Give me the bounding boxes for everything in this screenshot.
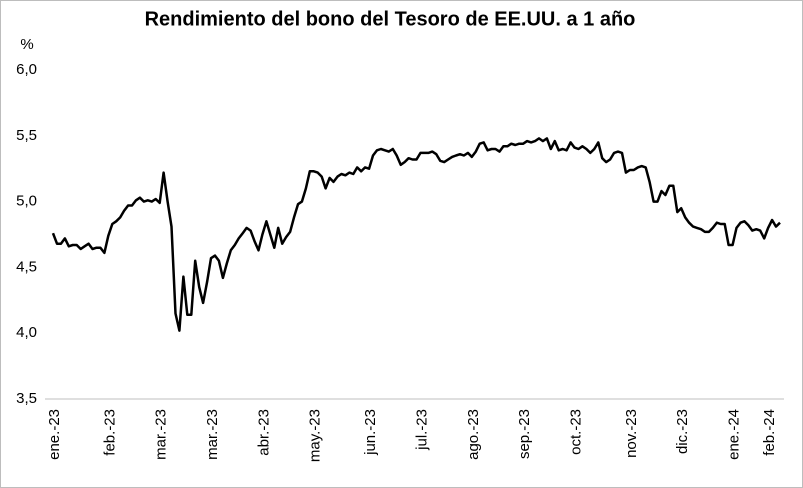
y-tick-label: 5,5 (16, 127, 37, 144)
x-tick-label: sep.-23 (516, 409, 533, 459)
x-tick-label: ene.-23 (46, 409, 63, 460)
x-tick-label: jul.-23 (413, 409, 430, 451)
x-tick-label: may.-23 (307, 409, 324, 462)
x-tick-label: dic.-23 (674, 409, 691, 454)
y-tick-label: 5,0 (16, 193, 37, 210)
x-tick-label: mar.-23 (153, 409, 170, 460)
x-tick-label: ene.-24 (726, 409, 743, 460)
y-tick-label: 4,0 (16, 324, 37, 341)
y-tick-label: 3,5 (16, 390, 37, 407)
x-tick-label: nov.-23 (623, 409, 640, 458)
x-tick-label: oct.-23 (568, 409, 585, 455)
x-tick-label: jun.-23 (362, 409, 379, 456)
x-tick-label: ago.-23 (465, 409, 482, 460)
x-tick-label: abr.-23 (255, 409, 272, 456)
x-tick-label: feb.-23 (101, 409, 118, 456)
x-tick-label: feb.-24 (761, 409, 778, 456)
chart-title: Rendimiento del bono del Tesoro de EE.UU… (145, 8, 636, 30)
x-tick-label: mar.-23 (204, 409, 221, 460)
y-tick-label: 6,0 (16, 61, 37, 78)
y-axis-label: % (20, 36, 33, 53)
y-tick-label: 4,5 (16, 258, 37, 275)
line (51, 137, 781, 332)
